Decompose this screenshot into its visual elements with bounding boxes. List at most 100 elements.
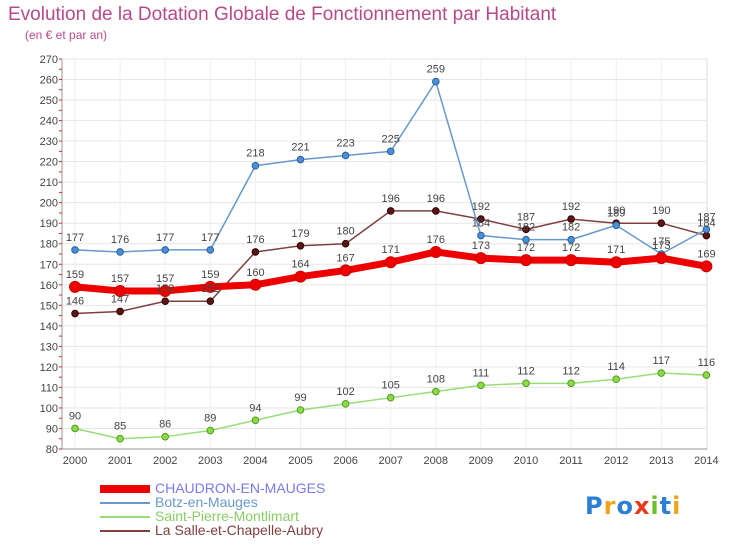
data-label-chaudron-en-mauges: 164: [291, 259, 309, 271]
data-label-chaudron-en-mauges: 157: [111, 273, 129, 285]
data-point-saint-pierre-montlimart: [296, 406, 305, 414]
data-label-chaudron-en-mauges: 173: [472, 240, 490, 252]
data-point-chaudron-en-mauges: [655, 252, 668, 265]
data-label-botz-en-mauges: 259: [427, 64, 445, 76]
y-tick-label: 240: [40, 116, 58, 128]
data-label-botz-en-mauges: 177: [66, 232, 84, 244]
y-tick-label: 140: [40, 321, 58, 333]
x-tick-label: 2003: [198, 455, 222, 467]
legend-swatch-botz: [100, 502, 150, 504]
data-point-saint-pierre-montlimart: [206, 426, 215, 435]
legend-label-botz: Botz-en-Mauges: [155, 494, 258, 510]
data-point-chaudron-en-mauges: [159, 284, 172, 297]
x-tick-label: 2005: [288, 455, 312, 467]
x-tick-label: 2004: [243, 455, 267, 467]
data-point-la-salle-et-chapelle-aubry: [161, 297, 169, 306]
data-point-botz-en-mauges: [612, 221, 621, 230]
legend-label-chaudron: CHAUDRON-EN-MAUGES: [155, 480, 326, 496]
data-point-la-salle-et-chapelle-aubry: [116, 307, 124, 316]
data-label-botz-en-mauges: 187: [697, 211, 715, 223]
y-tick-label: 200: [40, 198, 58, 210]
data-point-botz-en-mauges: [477, 231, 485, 240]
y-tick-label: 100: [40, 403, 58, 415]
data-label-saint-pierre-montlimart: 94: [249, 402, 261, 414]
x-tick-label: 2014: [694, 455, 718, 467]
legend-label-saint-pierre: Saint-Pierre-Montlimart: [155, 508, 299, 524]
x-tick-label: 2002: [153, 455, 177, 467]
y-tick-label: 180: [40, 239, 58, 251]
data-label-la-salle-et-chapelle-aubry: 196: [382, 193, 400, 205]
x-tick-label: 2010: [514, 455, 538, 467]
data-point-saint-pierre-montlimart: [612, 375, 621, 384]
data-point-botz-en-mauges: [251, 161, 260, 170]
data-label-la-salle-et-chapelle-aubry: 152: [156, 283, 174, 295]
y-tick-label: 110: [40, 382, 58, 394]
y-tick-label: 190: [40, 218, 58, 230]
data-label-la-salle-et-chapelle-aubry: 179: [291, 228, 309, 240]
y-tick-label: 260: [40, 75, 58, 87]
data-label-saint-pierre-montlimart: 112: [517, 365, 535, 377]
data-point-chaudron-en-mauges: [384, 256, 397, 269]
legend-swatch-chaudron: [100, 485, 150, 493]
data-point-saint-pierre-montlimart: [251, 416, 260, 425]
data-label-la-salle-et-chapelle-aubry: 146: [66, 296, 84, 308]
data-point-botz-en-mauges: [341, 151, 350, 160]
x-tick-label: 2013: [649, 455, 673, 467]
x-tick-label: 2012: [604, 455, 628, 467]
data-label-saint-pierre-montlimart: 108: [427, 374, 445, 386]
y-tick-label: 210: [40, 177, 58, 189]
x-tick-label: 2001: [108, 455, 132, 467]
y-tick-label: 170: [40, 259, 58, 271]
y-tick-label: 220: [40, 157, 58, 169]
data-label-la-salle-et-chapelle-aubry: 184: [697, 218, 715, 230]
y-tick-label: 120: [40, 362, 58, 374]
data-label-chaudron-en-mauges: 159: [66, 269, 84, 281]
data-label-la-salle-et-chapelle-aubry: 187: [517, 211, 535, 223]
data-label-chaudron-en-mauges: 172: [517, 242, 535, 254]
legend-swatch-la-salle: [100, 530, 150, 532]
data-point-la-salle-et-chapelle-aubry: [567, 215, 575, 223]
data-point-chaudron-en-mauges: [565, 254, 578, 267]
x-tick-label: 2007: [378, 455, 402, 467]
data-label-botz-en-mauges: 182: [562, 222, 580, 234]
data-point-la-salle-et-chapelle-aubry: [206, 297, 215, 306]
data-label-chaudron-en-mauges: 169: [697, 248, 715, 260]
data-label-botz-en-mauges: 218: [246, 148, 264, 160]
data-point-saint-pierre-montlimart: [341, 400, 350, 408]
data-point-la-salle-et-chapelle-aubry: [477, 215, 485, 223]
y-tick-label: 270: [40, 54, 58, 66]
data-point-botz-en-mauges: [386, 147, 395, 156]
data-point-la-salle-et-chapelle-aubry: [657, 219, 666, 228]
data-label-botz-en-mauges: 182: [517, 222, 535, 234]
data-label-saint-pierre-montlimart: 117: [653, 355, 671, 367]
data-point-saint-pierre-montlimart: [522, 379, 530, 388]
y-tick-label: 160: [40, 280, 58, 292]
data-point-la-salle-et-chapelle-aubry: [71, 309, 79, 318]
data-point-la-salle-et-chapelle-aubry: [296, 241, 305, 250]
legend-label-la-salle: La Salle-et-Chapelle-Aubry: [155, 522, 324, 538]
y-tick-label: 250: [40, 95, 58, 107]
data-point-saint-pierre-montlimart: [702, 371, 711, 379]
data-label-la-salle-et-chapelle-aubry: 147: [111, 293, 129, 305]
data-label-botz-en-mauges: 184: [472, 218, 490, 230]
data-point-la-salle-et-chapelle-aubry: [386, 207, 395, 215]
data-label-botz-en-mauges: 223: [336, 137, 354, 149]
chart-title: Evolution de la Dotation Globale de Fonc…: [8, 4, 557, 25]
data-label-saint-pierre-montlimart: 99: [294, 392, 306, 404]
data-point-botz-en-mauges: [296, 155, 305, 164]
legend-swatch-saint-pierre: [100, 516, 150, 518]
data-point-chaudron-en-mauges: [69, 280, 81, 293]
data-point-chaudron-en-mauges: [249, 278, 262, 291]
data-point-botz-en-mauges: [567, 235, 575, 244]
data-label-saint-pierre-montlimart: 111: [473, 367, 490, 379]
data-point-la-salle-et-chapelle-aubry: [522, 225, 530, 234]
data-label-la-salle-et-chapelle-aubry: 192: [562, 201, 580, 213]
data-point-chaudron-en-mauges: [429, 245, 442, 258]
proxiti-logo: Proxiti: [585, 492, 682, 520]
data-label-la-salle-et-chapelle-aubry: 190: [652, 205, 670, 217]
data-label-saint-pierre-montlimart: 102: [336, 386, 354, 398]
data-point-saint-pierre-montlimart: [567, 379, 575, 388]
data-label-saint-pierre-montlimart: 89: [204, 413, 216, 425]
